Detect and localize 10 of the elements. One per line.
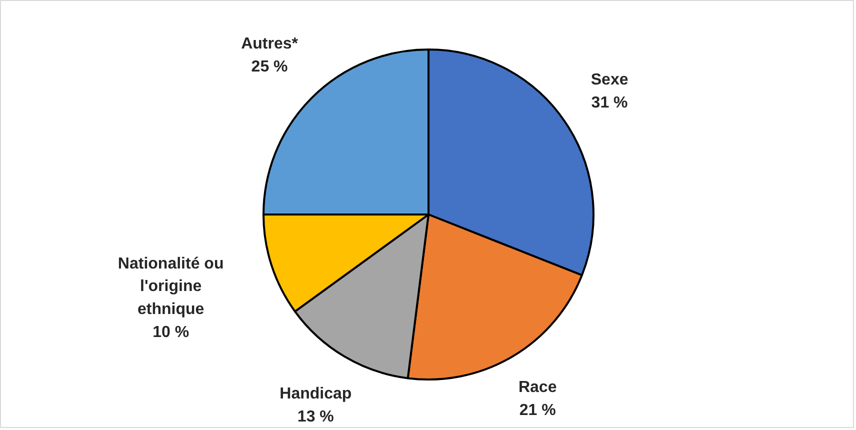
slice-label: Handicap: [280, 385, 352, 402]
data-label: 10 %: [152, 324, 190, 342]
slice-label: Autres*: [241, 36, 299, 53]
slice-label: Nationalité ou l'origine ethnique: [118, 255, 224, 318]
data-label: 31 %: [591, 94, 628, 112]
data-label: 21 %: [519, 402, 556, 419]
data-label: 13 %: [297, 408, 334, 426]
slice-label: Sexe: [590, 71, 628, 88]
data-label: 25 %: [251, 58, 288, 76]
slice-label: Race: [518, 379, 557, 396]
